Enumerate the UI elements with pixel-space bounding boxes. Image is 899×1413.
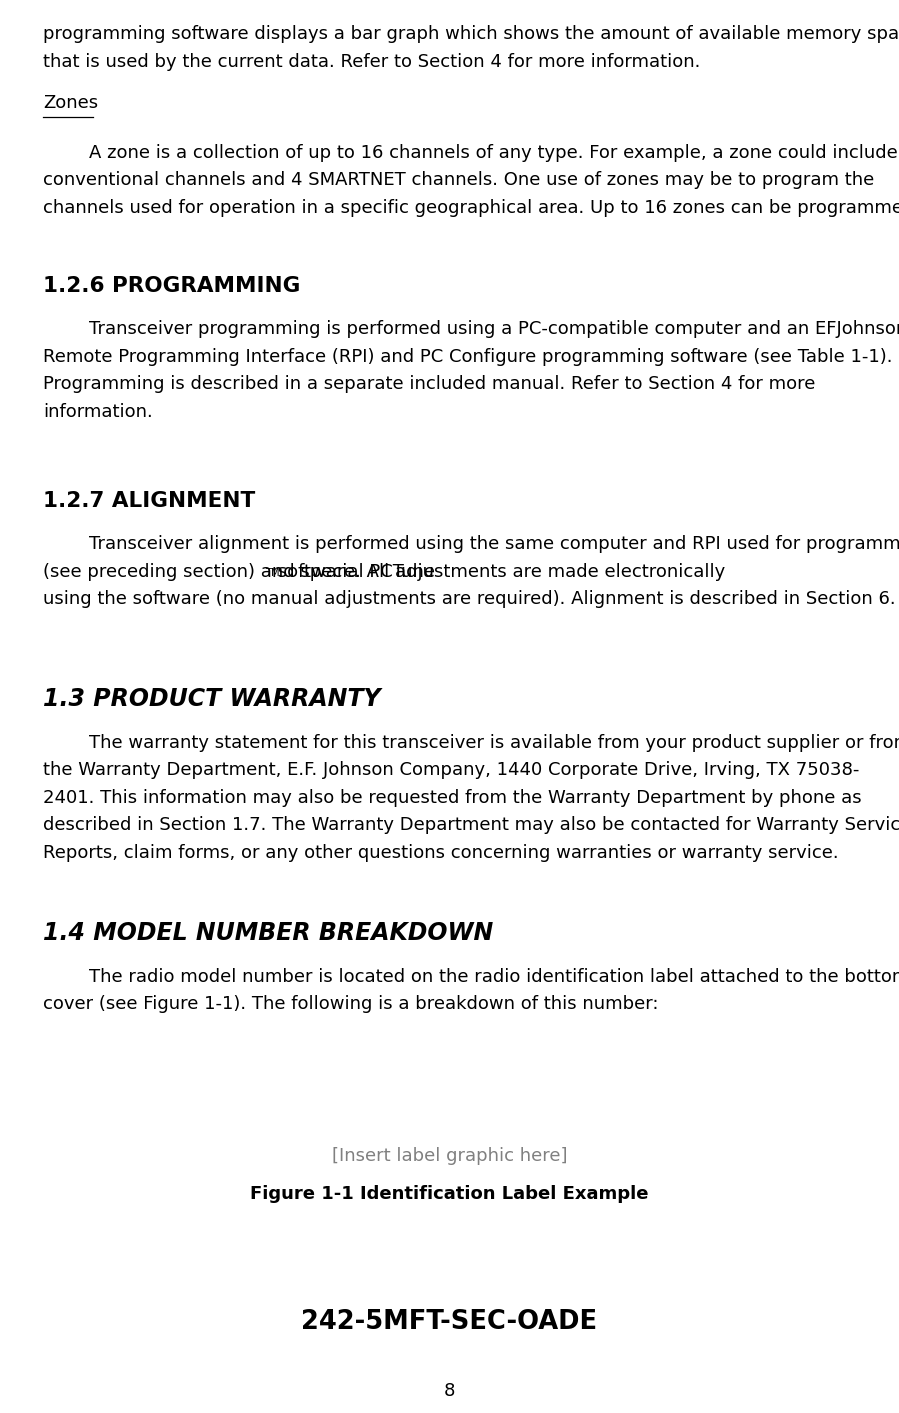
Text: the Warranty Department, E.F. Johnson Company, 1440 Corporate Drive, Irving, TX : the Warranty Department, E.F. Johnson Co… (43, 762, 859, 779)
Text: Zones: Zones (43, 95, 98, 112)
Text: Figure 1-1 Identification Label Example: Figure 1-1 Identification Label Example (250, 1186, 649, 1204)
Text: that is used by the current data. Refer to Section 4 for more information.: that is used by the current data. Refer … (43, 52, 700, 71)
Text: Transceiver programming is performed using a PC-compatible computer and an EFJoh: Transceiver programming is performed usi… (43, 321, 899, 338)
Text: Programming is described in a separate included manual. Refer to Section 4 for m: Programming is described in a separate i… (43, 376, 815, 393)
Text: Remote Programming Interface (RPI) and PC Configure programming software (see Ta: Remote Programming Interface (RPI) and P… (43, 348, 893, 366)
Text: 1.2.7 ALIGNMENT: 1.2.7 ALIGNMENT (43, 492, 255, 512)
Text: The radio model number is located on the radio identification label attached to : The radio model number is located on the… (43, 968, 899, 986)
Text: channels used for operation in a specific geographical area. Up to 16 zones can : channels used for operation in a specifi… (43, 199, 899, 218)
Text: TM: TM (265, 568, 280, 578)
Text: software. All adjustments are made electronically: software. All adjustments are made elect… (271, 562, 725, 581)
Text: 242-5MFT-SEC-OADE: 242-5MFT-SEC-OADE (301, 1310, 598, 1335)
Text: [Insert label graphic here]: [Insert label graphic here] (332, 1147, 567, 1164)
Text: cover (see Figure 1-1). The following is a breakdown of this number:: cover (see Figure 1-1). The following is… (43, 995, 659, 1013)
Text: 1.4 MODEL NUMBER BREAKDOWN: 1.4 MODEL NUMBER BREAKDOWN (43, 921, 494, 945)
Text: A zone is a collection of up to 16 channels of any type. For example, a zone cou: A zone is a collection of up to 16 chann… (43, 144, 899, 162)
Text: 2401. This information may also be requested from the Warranty Department by pho: 2401. This information may also be reque… (43, 788, 862, 807)
Text: Reports, claim forms, or any other questions concerning warranties or warranty s: Reports, claim forms, or any other quest… (43, 844, 839, 862)
Text: conventional channels and 4 SMARTNET channels. One use of zones may be to progra: conventional channels and 4 SMARTNET cha… (43, 171, 875, 189)
Text: Transceiver alignment is performed using the same computer and RPI used for prog: Transceiver alignment is performed using… (43, 536, 899, 552)
Text: described in Section 1.7. The Warranty Department may also be contacted for Warr: described in Section 1.7. The Warranty D… (43, 817, 899, 834)
Text: 1.2.6 PROGRAMMING: 1.2.6 PROGRAMMING (43, 276, 300, 297)
Text: programming software displays a bar graph which shows the amount of available me: programming software displays a bar grap… (43, 25, 899, 44)
Text: The warranty statement for this transceiver is available from your product suppl: The warranty statement for this transcei… (43, 733, 899, 752)
Text: (see preceding section) and special PCTune: (see preceding section) and special PCTu… (43, 562, 435, 581)
Text: 8: 8 (444, 1382, 455, 1400)
Text: 1.3 PRODUCT WARRANTY: 1.3 PRODUCT WARRANTY (43, 687, 381, 711)
Text: using the software (no manual adjustments are required). Alignment is described : using the software (no manual adjustment… (43, 591, 895, 608)
Text: information.: information. (43, 403, 153, 421)
